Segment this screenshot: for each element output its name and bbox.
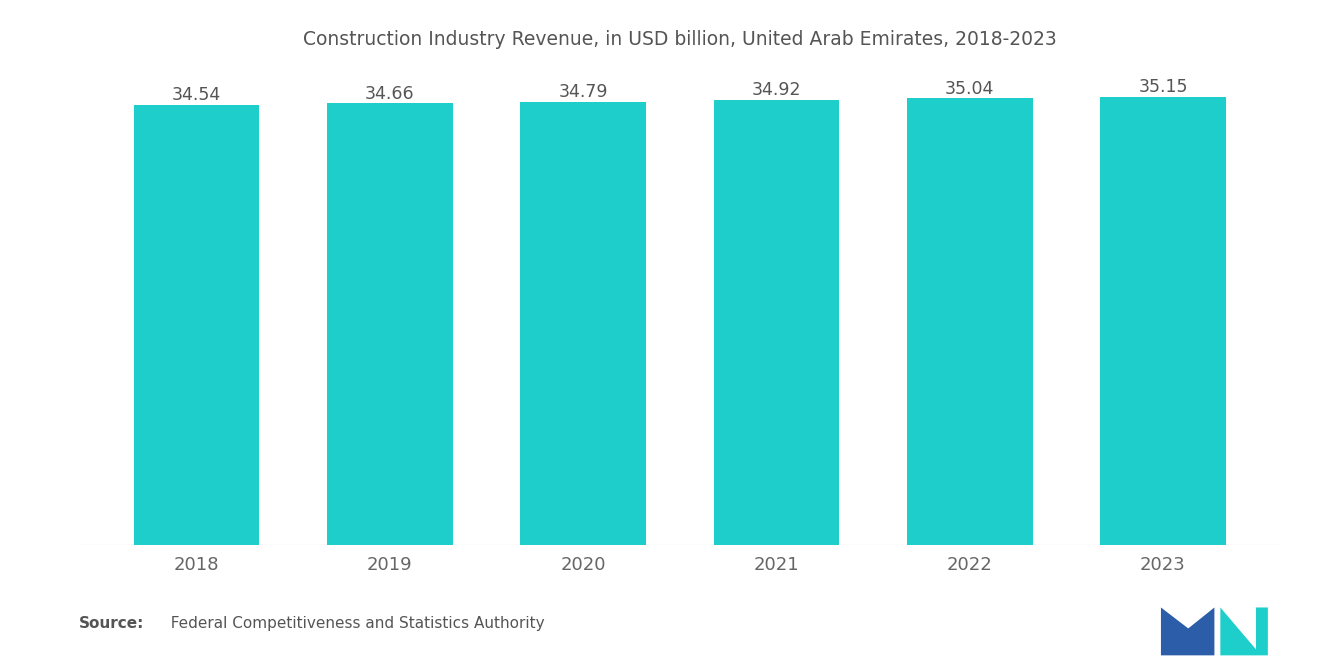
Bar <box>907 98 1032 545</box>
Text: 34.92: 34.92 <box>751 81 801 99</box>
Text: 34.79: 34.79 <box>558 83 609 101</box>
Text: 35.04: 35.04 <box>945 80 994 98</box>
Bar <box>327 103 453 545</box>
Polygon shape <box>1162 608 1214 656</box>
Polygon shape <box>1220 608 1267 656</box>
Bar <box>133 105 260 545</box>
Bar <box>714 100 840 545</box>
Title: Construction Industry Revenue, in USD billion, United Arab Emirates, 2018-2023: Construction Industry Revenue, in USD bi… <box>302 30 1057 49</box>
Text: 34.54: 34.54 <box>172 86 222 104</box>
Bar <box>1100 97 1226 545</box>
Bar <box>520 102 645 545</box>
Text: Federal Competitiveness and Statistics Authority: Federal Competitiveness and Statistics A… <box>161 616 545 632</box>
Text: 34.66: 34.66 <box>366 84 414 102</box>
Text: 35.15: 35.15 <box>1138 78 1188 96</box>
Text: Source:: Source: <box>79 616 145 632</box>
